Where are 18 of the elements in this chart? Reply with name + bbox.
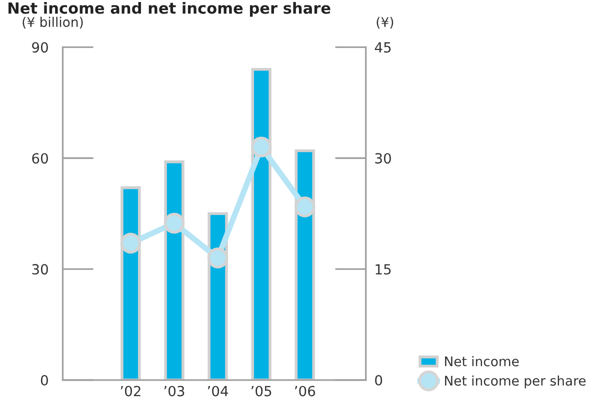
- y-tick-label: 30: [32, 264, 48, 275]
- y-tick-label: 90: [32, 42, 48, 53]
- chart-title: Net income and net income per share: [8, 2, 330, 17]
- legend-label: Net income: [445, 356, 519, 366]
- y-tick-label: 60: [32, 153, 48, 164]
- y-axis-title: (¥ billion): [22, 16, 83, 29]
- x-tick-label: ’06: [295, 386, 316, 396]
- y2-tick-label: 30: [375, 153, 391, 164]
- x-tick-label: ’05: [252, 386, 272, 396]
- x-tick-label: ’04: [208, 386, 228, 396]
- y2-tick-label: 15: [376, 264, 391, 275]
- legend-label: Net income per share: [445, 376, 586, 388]
- x-tick-label: ’02: [120, 386, 140, 396]
- x-tick-label: ’03: [164, 386, 184, 396]
- y-tick-label: 0: [40, 375, 48, 386]
- y2-tick-label: 45: [374, 42, 391, 53]
- y2-tick-label: 0: [375, 375, 382, 386]
- y2-axis-title: (¥): [376, 16, 394, 29]
